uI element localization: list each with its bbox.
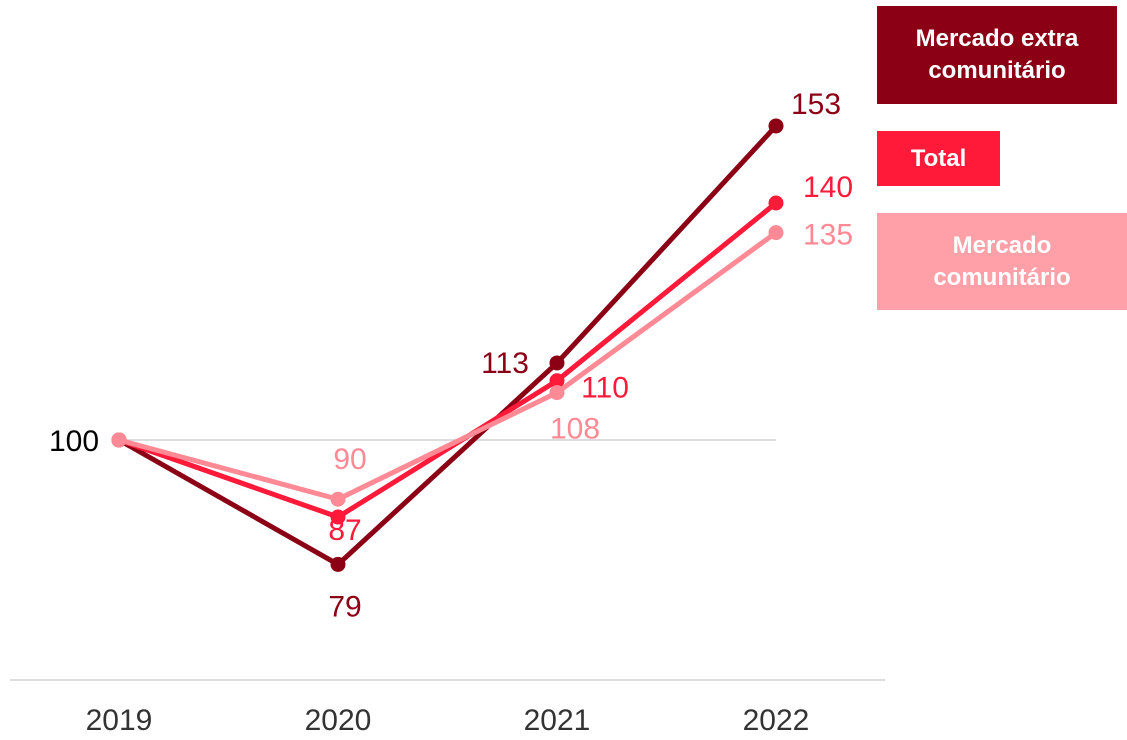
- data-label: 90: [333, 443, 366, 476]
- data-point: [549, 355, 565, 371]
- data-label: 110: [581, 372, 629, 405]
- data-point: [768, 118, 784, 134]
- data-label: 140: [803, 171, 853, 204]
- data-label: 113: [481, 347, 529, 380]
- legend-entry: Total: [877, 131, 1000, 186]
- series-line: [118, 230, 778, 502]
- data-point: [330, 491, 346, 507]
- x-tick-label: 2021: [524, 704, 591, 737]
- data-label: 79: [328, 590, 361, 623]
- series-line: [118, 201, 778, 520]
- data-point: [768, 225, 784, 241]
- legend-entry: Mercado comunitário: [877, 213, 1127, 310]
- data-point: [111, 432, 127, 448]
- x-tick-label: 2019: [86, 704, 153, 737]
- x-tick-label: 2022: [743, 704, 810, 737]
- data-label: 100: [49, 425, 99, 458]
- data-label: 87: [328, 514, 361, 547]
- data-label: 135: [803, 219, 853, 252]
- data-point: [330, 556, 346, 572]
- data-label: 108: [550, 413, 600, 446]
- x-tick-label: 2020: [305, 704, 372, 737]
- legend-entry: Mercado extra comunitário: [877, 6, 1117, 104]
- data-point: [768, 195, 784, 211]
- data-label: 153: [791, 88, 841, 121]
- series-line: [117, 124, 778, 567]
- data-point: [549, 385, 565, 401]
- data-point: [330, 509, 346, 525]
- data-point: [549, 373, 565, 389]
